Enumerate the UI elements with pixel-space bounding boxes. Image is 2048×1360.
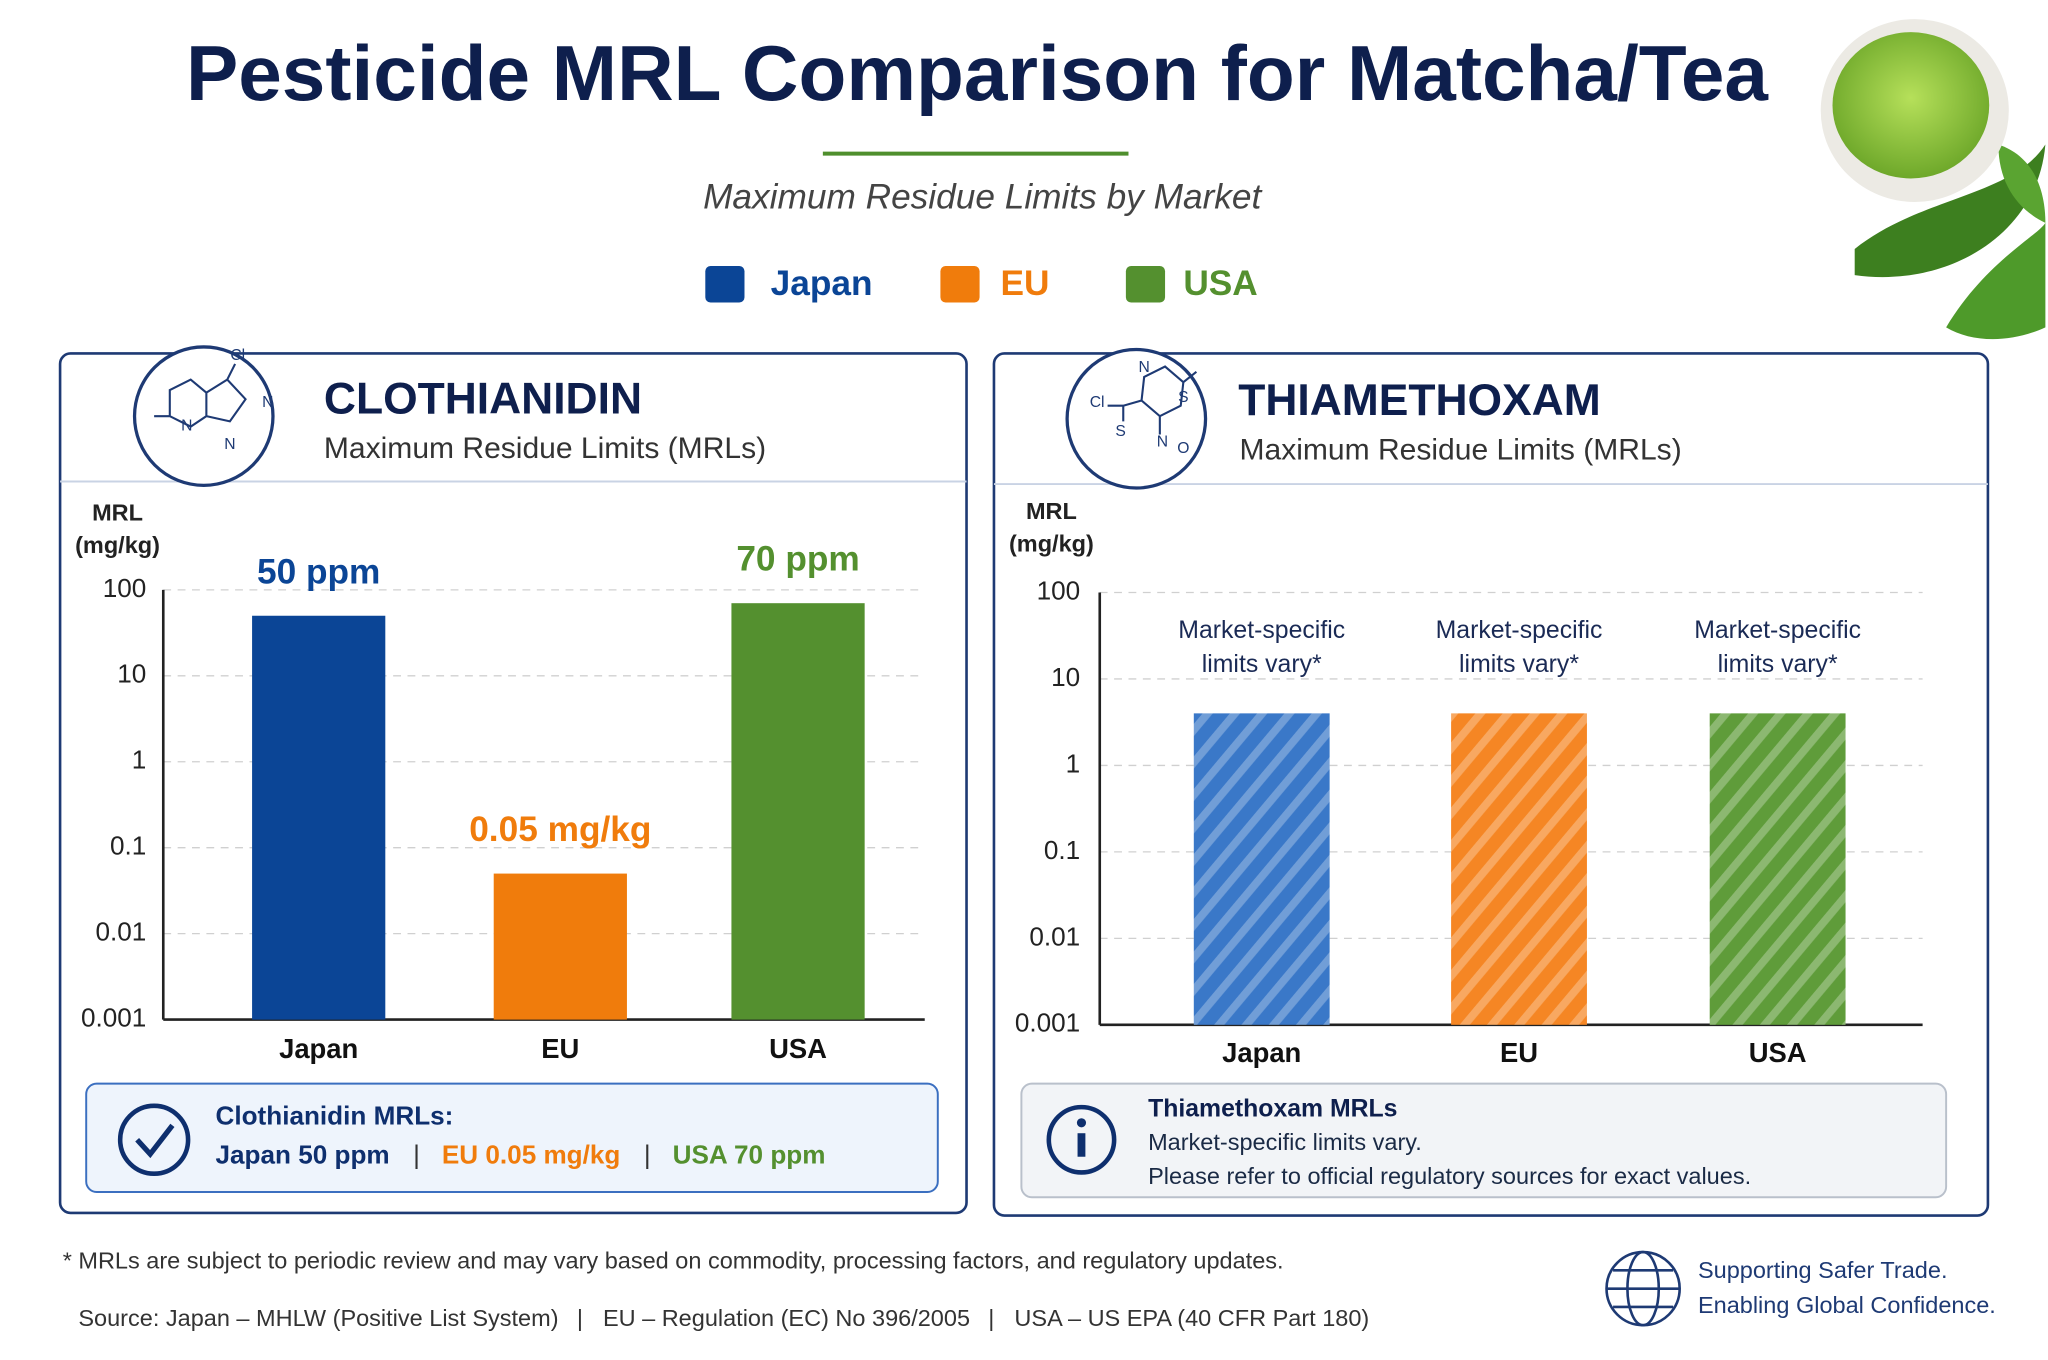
source: Source: Japan – MHLW (Positive List Syst… xyxy=(78,1305,558,1331)
bar xyxy=(1451,713,1587,1025)
x-tick-label: EU xyxy=(541,1033,579,1064)
value-label: 70 ppm xyxy=(736,540,859,579)
x-tick-label: Japan xyxy=(1222,1037,1301,1068)
y-tick-label: 10 xyxy=(1051,662,1080,692)
atom-label: N xyxy=(181,418,192,435)
legend: Japan EU USA xyxy=(705,264,1258,303)
separator: | xyxy=(988,1305,994,1331)
tagline: Supporting Safer Trade. xyxy=(1698,1257,1948,1283)
bar xyxy=(252,615,386,1020)
source: USA – US EPA (40 CFR Part 180) xyxy=(1014,1305,1369,1331)
sources: Source: Japan – MHLW (Positive List Syst… xyxy=(78,1305,1369,1331)
value-label: Market-specific limits vary* xyxy=(1435,616,1603,679)
y-axis-label: (mg/kg) xyxy=(75,532,160,558)
y-tick-label: 0.01 xyxy=(95,917,146,947)
summary-title: Thiamethoxam MRLs xyxy=(1148,1095,1397,1122)
value-label: Market-specific limits vary* xyxy=(1694,616,1862,679)
summary-line: Please refer to official regulatory sour… xyxy=(1148,1163,1751,1189)
chart-title: CLOTHIANIDIN xyxy=(324,375,642,424)
y-axis-label: MRL xyxy=(1026,498,1077,524)
tea-decoration xyxy=(1820,19,2046,340)
x-tick-label: USA xyxy=(769,1033,827,1064)
atom-label: N xyxy=(262,394,273,411)
value-label-box: Market-specific limits vary* xyxy=(1435,616,1603,679)
y-tick-label: 0.01 xyxy=(1029,921,1080,951)
bar xyxy=(1193,713,1330,1025)
y-tick-label: 1 xyxy=(132,745,147,775)
atom-label: O xyxy=(1177,440,1189,457)
value-label-box: Market-specific limits vary* xyxy=(1694,616,1862,679)
y-tick-label: 0.1 xyxy=(110,831,146,861)
separator: | xyxy=(644,1140,651,1170)
legend-label: EU xyxy=(1000,264,1049,303)
summary-box xyxy=(85,1082,939,1193)
info-glyph xyxy=(1076,1118,1087,1128)
check-icon xyxy=(117,1103,191,1176)
info-icon xyxy=(1046,1104,1117,1175)
source: EU – Regulation (EC) No 396/2005 xyxy=(603,1305,970,1331)
atom-label: N xyxy=(1157,433,1168,450)
separator: | xyxy=(577,1305,583,1331)
chart-subtitle: Maximum Residue Limits (MRLs) xyxy=(324,432,766,465)
summary-line: Market-specific limits vary. xyxy=(1148,1129,1422,1155)
molecule-icon xyxy=(132,345,275,488)
value-label-box: Market-specific limits vary* xyxy=(1178,616,1346,679)
legend-swatch xyxy=(940,265,980,303)
y-axis-label: (mg/kg) xyxy=(1009,531,1094,557)
y-tick-label: 0.001 xyxy=(81,1002,146,1032)
molecule-structure xyxy=(1107,365,1198,435)
atom-label: N xyxy=(224,436,235,453)
legend-swatch xyxy=(705,265,745,303)
summary-item: USA 70 ppm xyxy=(673,1140,826,1170)
y-tick-label: 100 xyxy=(1037,575,1081,605)
y-axis-label: MRL xyxy=(92,499,143,525)
info-glyph xyxy=(1077,1133,1086,1157)
chart-title: THIAMETHOXAM xyxy=(1238,376,1601,425)
summary-title: Clothianidin MRLs: xyxy=(216,1100,454,1130)
value-label: Market-specific limits vary* xyxy=(1178,616,1346,679)
y-tick-label: 10 xyxy=(117,659,146,689)
bar xyxy=(731,603,865,1020)
separator: | xyxy=(413,1140,420,1170)
chart-subtitle: Maximum Residue Limits (MRLs) xyxy=(1240,433,1682,466)
summary-box xyxy=(1020,1082,1948,1199)
summary-items: Japan 50 ppm | EU 0.05 mg/kg | USA 70 ppm xyxy=(216,1140,826,1170)
atom-label: N xyxy=(1139,359,1150,376)
legend-label: USA xyxy=(1183,264,1257,303)
legend-label: Japan xyxy=(771,264,873,303)
atom-label: Cl xyxy=(230,347,245,364)
charts: CLOTHIANIDIN Maximum Residue Limits (MRLs… xyxy=(75,347,1923,1068)
y-tick-label: 100 xyxy=(103,573,147,603)
value-label: 0.05 mg/kg xyxy=(469,810,651,849)
atom-label: S xyxy=(1178,389,1188,406)
footnote: * MRLs are subject to periodic review an… xyxy=(63,1248,1284,1274)
value-label: 50 ppm xyxy=(257,552,380,591)
check-mark xyxy=(135,1123,175,1159)
legend-swatch xyxy=(1125,265,1166,303)
page-subtitle: Maximum Residue Limits by Market xyxy=(703,178,1263,217)
globe-icon xyxy=(1605,1250,1681,1327)
atom-label: Cl xyxy=(1090,394,1105,411)
y-tick-label: 1 xyxy=(1066,748,1081,778)
page-title: Pesticide MRL Comparison for Matcha/Tea xyxy=(186,29,1769,117)
bar xyxy=(1709,713,1846,1025)
summary-item: Japan 50 ppm xyxy=(216,1140,390,1170)
molecule-icon xyxy=(1065,347,1208,490)
y-tick-label: 0.1 xyxy=(1044,835,1080,865)
x-tick-label: USA xyxy=(1749,1037,1807,1068)
y-tick-label: 0.001 xyxy=(1015,1008,1080,1038)
x-tick-label: Japan xyxy=(279,1033,358,1064)
x-tick-label: EU xyxy=(1500,1037,1538,1068)
summary-item: EU 0.05 mg/kg xyxy=(442,1140,620,1170)
atom-label: S xyxy=(1115,423,1125,440)
molecule-structure xyxy=(154,363,247,428)
tagline: Enabling Global Confidence. xyxy=(1698,1292,1996,1318)
bar xyxy=(493,873,627,1020)
